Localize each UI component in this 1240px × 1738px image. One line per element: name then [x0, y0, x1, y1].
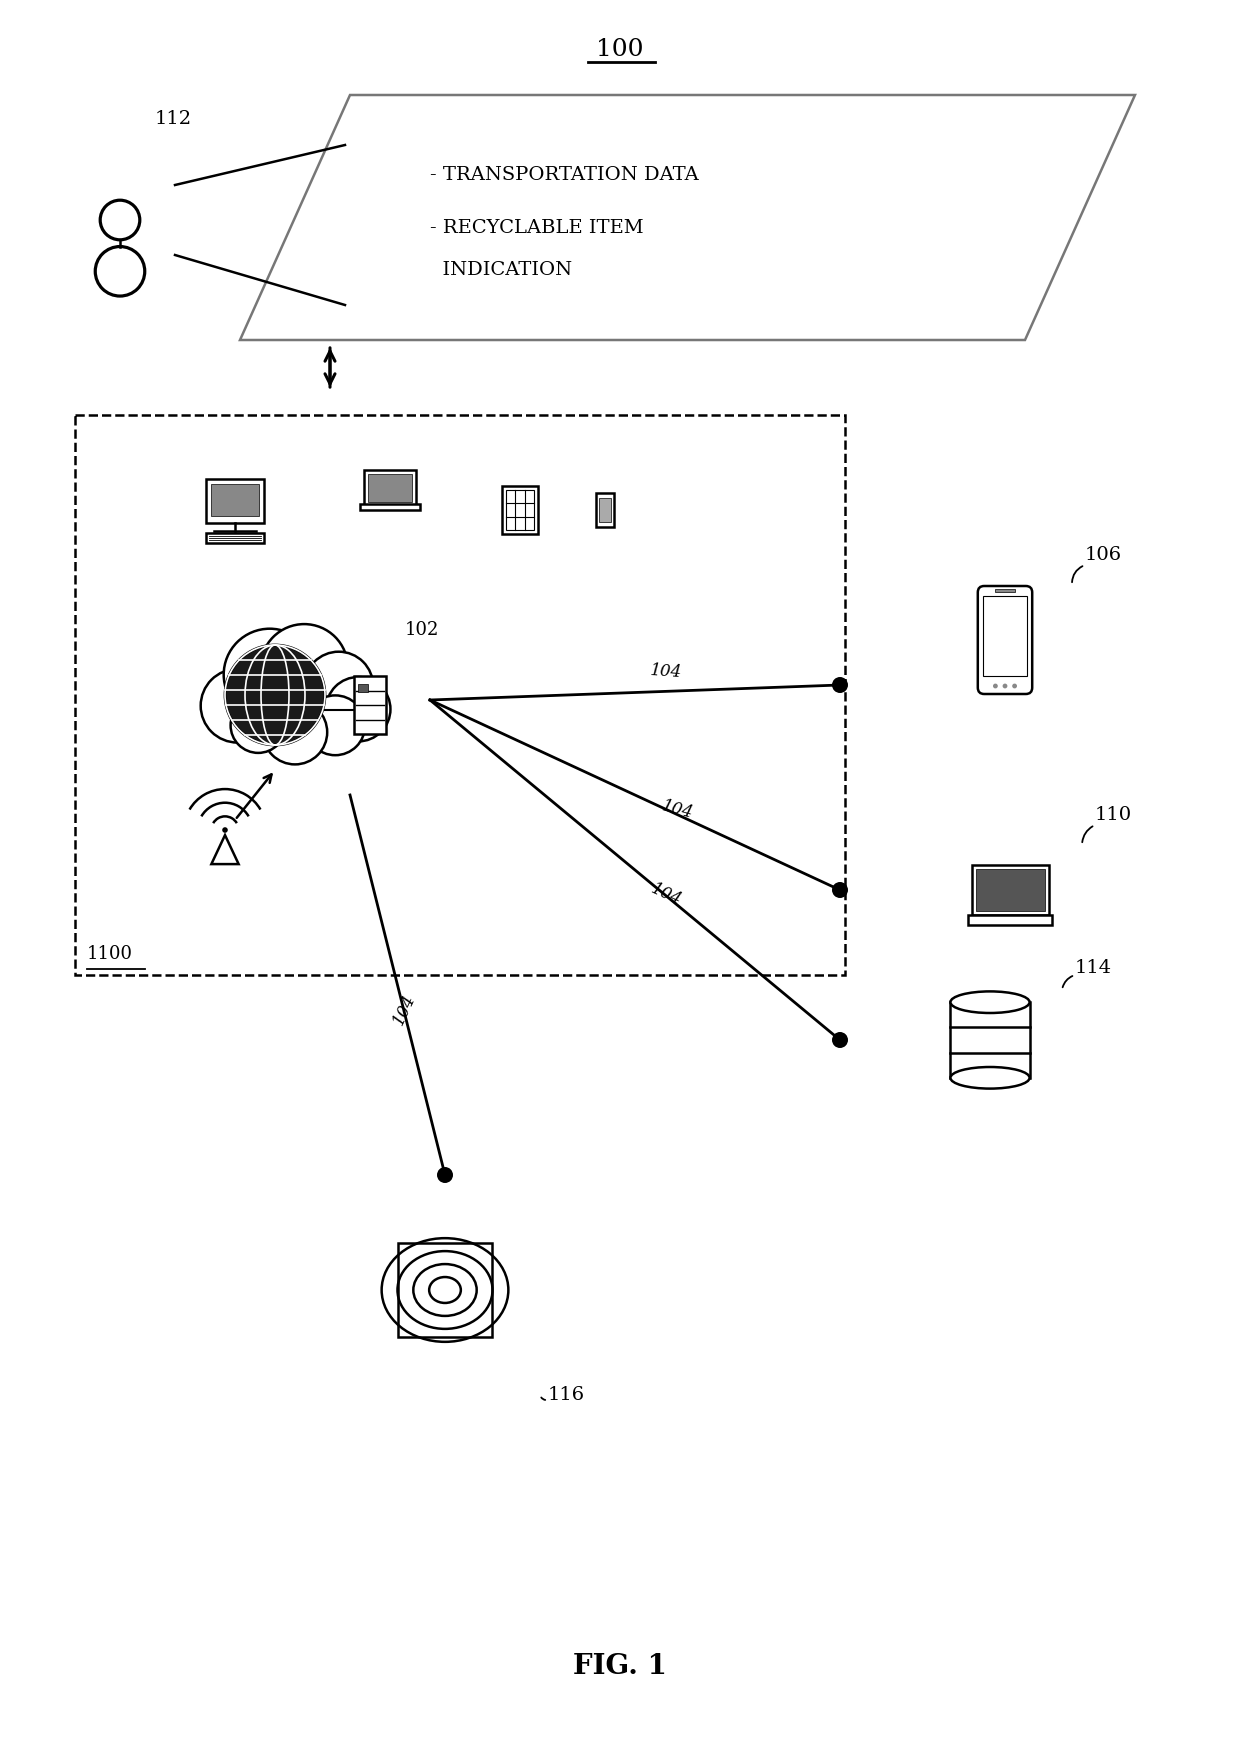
Circle shape	[224, 645, 325, 746]
Circle shape	[993, 683, 998, 688]
Bar	[996, 589, 1014, 593]
Bar	[599, 499, 611, 521]
Circle shape	[832, 1032, 848, 1048]
Ellipse shape	[950, 991, 1029, 1013]
Text: 1100: 1100	[87, 945, 133, 963]
Circle shape	[326, 678, 391, 742]
Bar	[206, 534, 264, 542]
Bar	[353, 676, 386, 733]
Text: 100: 100	[596, 38, 644, 61]
Bar	[74, 415, 844, 975]
Text: - RECYCLABLE ITEM: - RECYCLABLE ITEM	[430, 219, 644, 236]
Text: FIG. 1: FIG. 1	[573, 1653, 667, 1681]
Circle shape	[436, 1166, 453, 1184]
Text: 110: 110	[1095, 806, 1132, 824]
FancyBboxPatch shape	[978, 586, 1032, 693]
Circle shape	[201, 669, 274, 742]
Bar	[971, 866, 1049, 916]
Text: 106: 106	[1085, 546, 1122, 565]
Text: 104: 104	[391, 992, 419, 1029]
Text: 114: 114	[1075, 959, 1112, 977]
Circle shape	[231, 697, 285, 753]
Bar	[502, 487, 538, 534]
Bar	[367, 474, 413, 502]
Bar	[211, 483, 259, 516]
Text: 104: 104	[660, 798, 696, 822]
Circle shape	[832, 678, 848, 693]
Bar	[398, 1243, 492, 1337]
Bar	[360, 504, 420, 509]
Circle shape	[832, 881, 848, 899]
Circle shape	[260, 624, 348, 711]
Bar	[506, 490, 534, 530]
Bar	[967, 916, 1053, 925]
Circle shape	[305, 695, 365, 756]
Text: 104: 104	[649, 881, 684, 909]
Text: 104: 104	[650, 662, 683, 681]
Bar	[982, 596, 1028, 676]
Bar	[363, 471, 417, 506]
Text: 112: 112	[155, 109, 192, 129]
Bar	[206, 478, 264, 523]
Circle shape	[263, 700, 327, 765]
Text: 102: 102	[405, 620, 439, 640]
Polygon shape	[211, 836, 238, 864]
Circle shape	[223, 629, 316, 721]
Bar	[358, 685, 368, 692]
Circle shape	[304, 652, 373, 721]
Text: 116: 116	[548, 1385, 585, 1404]
Ellipse shape	[950, 1067, 1029, 1088]
Bar	[596, 494, 614, 527]
Text: INDICATION: INDICATION	[430, 261, 572, 280]
Bar	[950, 1003, 1029, 1078]
Circle shape	[1012, 683, 1017, 688]
Bar	[976, 869, 1044, 911]
Circle shape	[222, 827, 228, 833]
Circle shape	[1003, 683, 1007, 688]
Text: - TRANSPORTATION DATA: - TRANSPORTATION DATA	[430, 167, 699, 184]
